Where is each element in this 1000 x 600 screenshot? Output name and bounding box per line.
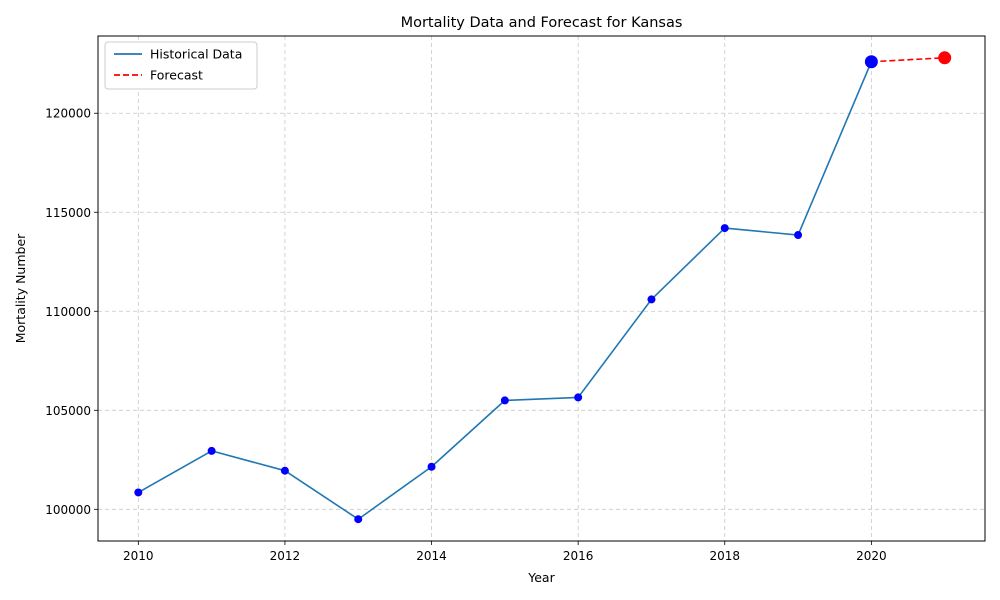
data-point [647,295,656,304]
x-tick-label: 2014 [416,549,447,563]
y-tick-label: 105000 [45,404,91,418]
data-point [720,224,729,233]
data-point [354,515,363,524]
x-tick-label: 2020 [856,549,887,563]
x-tick-label: 2012 [270,549,301,563]
plot-frame [97,35,986,542]
data-point [574,393,583,402]
y-tick-label: 100000 [45,503,91,517]
y-tick-label: 120000 [45,107,91,121]
legend-box [104,41,258,90]
y-tick-label: 110000 [45,305,91,319]
chart-title: Mortality Data and Forecast for Kansas [401,15,683,31]
points-layer [134,51,952,524]
forecast-point [938,51,952,65]
last-historical-point [864,55,878,69]
data-point [134,488,143,497]
data-point [280,466,289,475]
data-point [794,231,803,240]
legend-label-forecast: Forecast [150,68,203,83]
y-axis-title: Mortality Number [13,233,28,343]
y-axis-ticks: 100000 105000 110000 115000 120000 [45,107,98,517]
data-point [427,462,436,471]
series-line-forecast [871,56,945,63]
x-tick-label: 2018 [709,549,740,563]
legend: Historical Data Forecast [104,41,258,90]
grid [98,36,985,541]
y-tick-label: 115000 [45,206,91,220]
data-point [500,396,509,405]
data-point [207,446,216,455]
legend-label-historical: Historical Data [150,47,242,62]
x-axis-title: Year [527,570,555,585]
x-tick-label: 2010 [123,549,154,563]
x-axis-ticks: 2010 2012 2014 2016 2018 2020 [123,541,887,563]
x-tick-label: 2016 [563,549,594,563]
